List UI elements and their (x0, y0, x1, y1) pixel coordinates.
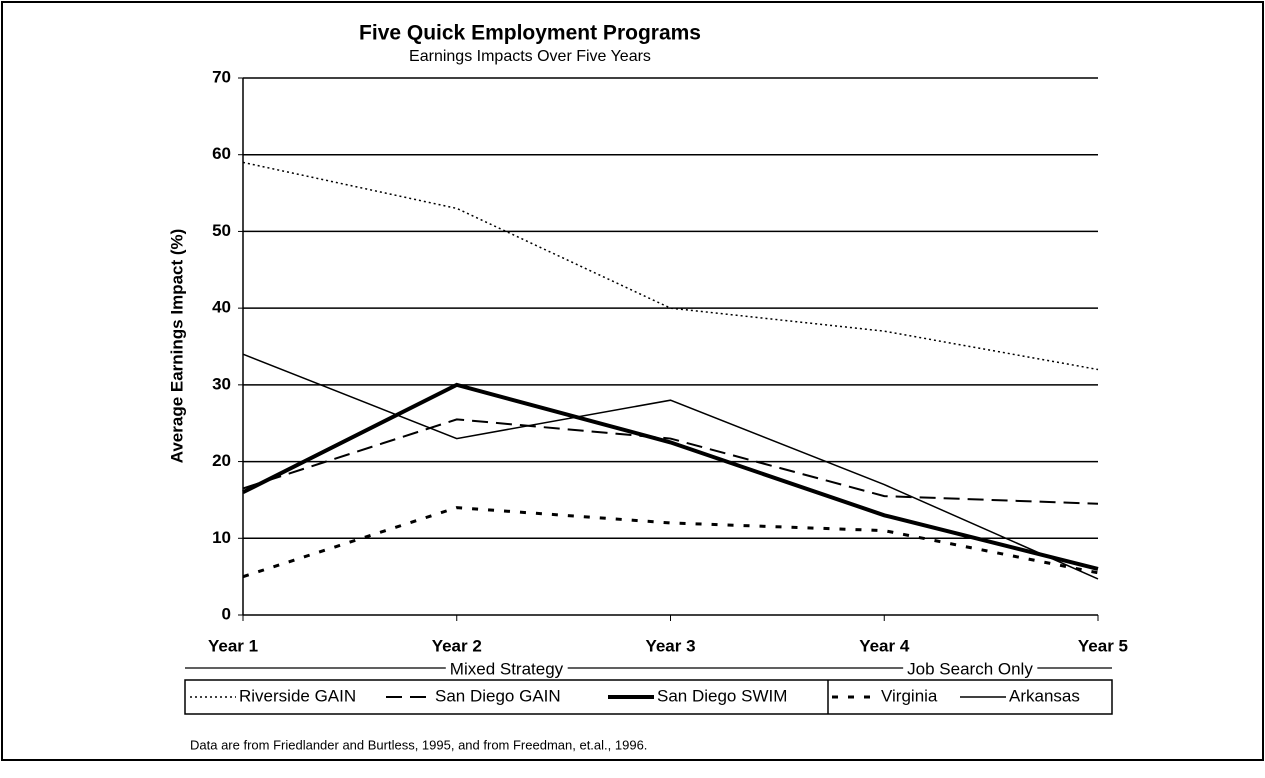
x-tick-label: Year 3 (645, 636, 695, 655)
y-tick-label: 30 (212, 374, 231, 393)
y-tick-label: 40 (212, 298, 231, 317)
legend-label: Virginia (881, 686, 938, 705)
y-tick-label: 60 (212, 144, 231, 163)
series-line (242, 353, 1099, 580)
y-axis-label: Average Earnings Impact (%) (167, 229, 186, 464)
note: Data are from Friedlander and Burtless, … (190, 737, 647, 752)
chart-subtitle: Earnings Impacts Over Five Years (409, 48, 651, 65)
legend-group-bg (903, 659, 1038, 679)
y-tick-label: 0 (222, 604, 231, 623)
legend-label: San Diego SWIM (657, 686, 787, 705)
legend-label: Riverside GAIN (239, 686, 356, 705)
chart-title: Five Quick Employment Programs (359, 22, 701, 45)
series-line (242, 161, 1099, 371)
series-line (242, 418, 1099, 505)
legend-label: San Diego GAIN (435, 686, 561, 705)
frame (1, 1, 1264, 761)
y-tick-label: 10 (212, 528, 231, 547)
x-tick-label: Year 5 (1078, 636, 1128, 655)
legend-label: Arkansas (1009, 686, 1080, 705)
series-line (242, 382, 1099, 571)
y-tick-label: 50 (212, 221, 231, 240)
legend-box (184, 679, 1113, 715)
x-tick-label: Year 4 (859, 636, 910, 655)
legend-group-label: Job Search Only (907, 659, 1033, 678)
legend-group-bg (445, 659, 568, 679)
x-tick-label: Year 2 (432, 636, 482, 655)
x-tick-label: Year 1 (208, 636, 258, 655)
series-line (242, 506, 1099, 579)
y-tick-label: 70 (212, 67, 231, 86)
y-tick-label: 20 (212, 451, 231, 470)
legend-group-label: Mixed Strategy (450, 659, 564, 678)
